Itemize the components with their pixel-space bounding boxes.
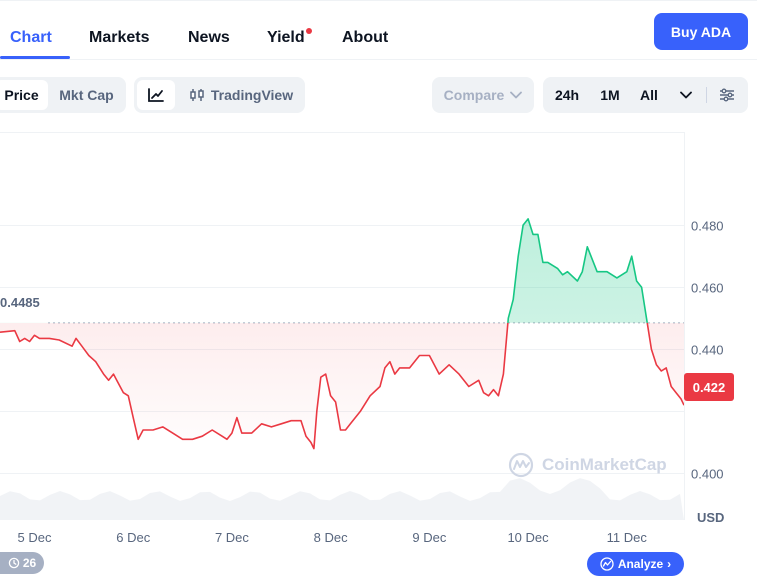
chart-type-toggle: TradingView [134,77,305,113]
chevron-down-icon [680,91,692,99]
history-badge[interactable]: 26 [0,552,44,574]
compare-dropdown[interactable]: Compare [432,77,534,113]
price-line-up [507,218,649,323]
x-tick-label: 11 Dec [607,530,648,545]
price-line-down [0,322,684,450]
y-tick-label: 0.400 [691,467,724,482]
range-more-button[interactable] [674,80,698,110]
metric-toggle: Price Mkt Cap [0,77,126,113]
line-chart-icon [148,88,164,102]
range-all-button[interactable]: All [640,87,658,103]
sliders-icon [720,88,734,102]
chevron-right-icon: › [667,557,672,571]
coinmarketcap-logo-icon [508,452,534,478]
compare-label: Compare [443,87,505,103]
current-price-label: 0.422 [684,373,734,401]
time-range-group [543,77,748,113]
analyze-label: Analyze [617,557,664,571]
toolbar-divider [706,87,707,103]
x-tick-label: 7 Dec [215,530,249,545]
tab-news[interactable]: News [188,29,230,46]
tradingview-label: TradingView [210,87,294,103]
buy-button[interactable]: Buy ADA [654,13,748,50]
price-area-below [0,322,684,449]
volume-area [0,478,684,520]
tab-yield[interactable]: Yield [267,29,305,46]
analyze-button[interactable]: Analyze › [587,552,684,576]
price-area-above [507,218,648,323]
reference-price-label: 0.4485 [0,295,42,310]
price-tab[interactable]: Price [0,80,48,110]
history-icon [8,557,20,569]
y-tick-label: 0.480 [691,219,724,234]
x-tick-label: 10 Dec [507,530,549,545]
top-navigation: Chart Markets News Yield About Buy ADA [0,0,757,60]
chart-settings-button[interactable] [714,80,740,110]
new-indicator-dot [306,28,312,34]
price-chart-svg[interactable]: 0.480 0.460 0.440 0.400 5 Dec 6 Dec 7 Dec 8 Dec… [0,132,757,576]
line-chart-button[interactable] [137,80,175,110]
tab-chart[interactable]: Chart [10,29,52,46]
ai-chart-icon [600,557,614,571]
range-1m-button[interactable]: 1M [600,87,620,103]
tab-chart-underline [0,56,70,59]
y-tick-label: 0.460 [691,281,724,296]
x-tick-label: 8 Dec [314,530,348,545]
chevron-down-icon [510,91,523,99]
currency-label: USD [697,510,725,525]
watermark-text: CoinMarketCap [542,455,667,474]
tab-markets[interactable]: Markets [89,29,150,46]
candlestick-icon [190,89,204,101]
tradingview-button[interactable]: TradingView [180,80,302,110]
history-count: 26 [22,556,37,570]
tab-about[interactable]: About [342,29,389,46]
coinmarketcap-watermark: CoinMarketCap [508,452,667,478]
market-cap-tab[interactable]: Mkt Cap [59,87,114,103]
x-tick-label: 5 Dec [18,530,52,545]
x-tick-label: 6 Dec [116,530,150,545]
y-tick-label: 0.440 [691,343,724,358]
nav-top-divider [0,0,757,1]
x-tick-label: 9 Dec [412,530,446,545]
price-chart[interactable]: 0.480 0.460 0.440 0.400 5 Dec 6 Dec 7 Dec 8 Dec… [0,132,757,576]
range-24h-button[interactable]: 24h [554,87,580,103]
